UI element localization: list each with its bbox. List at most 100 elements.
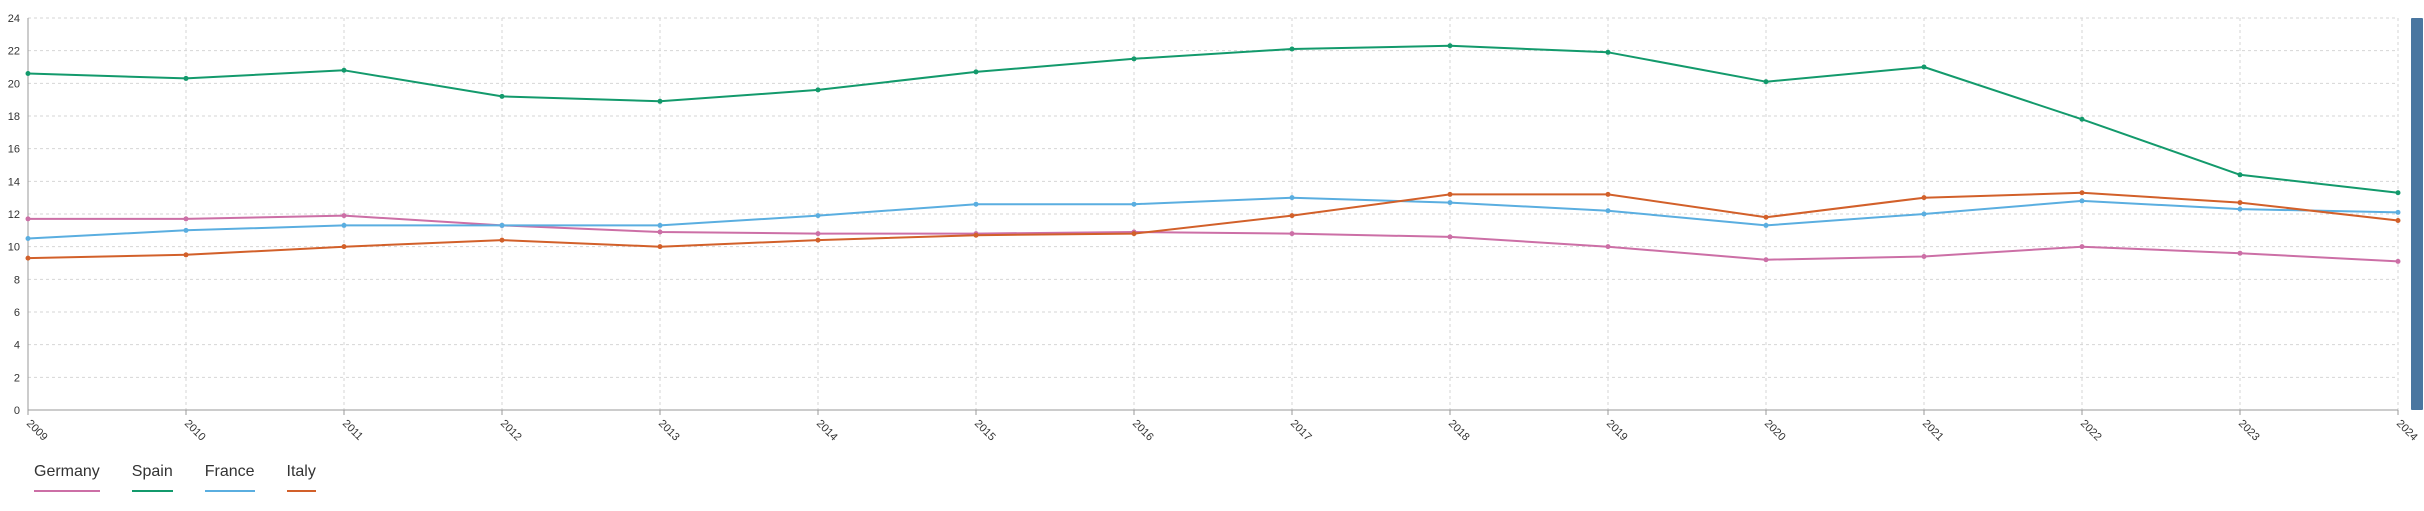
data-point[interactable] — [341, 222, 347, 228]
data-point[interactable] — [183, 227, 189, 233]
data-point[interactable] — [1605, 208, 1611, 214]
data-point[interactable] — [973, 232, 979, 238]
legend-label: Spain — [131, 463, 173, 480]
legend-item-germany[interactable]: Germany — [34, 462, 100, 492]
data-point[interactable] — [973, 69, 979, 75]
data-point[interactable] — [25, 216, 31, 222]
data-point[interactable] — [1131, 56, 1137, 62]
data-point[interactable] — [183, 252, 189, 258]
y-tick-label: 0 — [14, 405, 20, 417]
data-point[interactable] — [2395, 190, 2401, 196]
data-point[interactable] — [1921, 253, 1927, 259]
data-point[interactable] — [2237, 172, 2243, 178]
data-point[interactable] — [2237, 200, 2243, 206]
data-point[interactable] — [1289, 195, 1295, 201]
legend-item-italy[interactable]: Italy — [286, 462, 316, 492]
series-line[interactable] — [27, 44, 2399, 194]
data-point[interactable] — [1289, 231, 1295, 237]
legend-swatch — [131, 490, 173, 492]
data-point[interactable] — [2237, 206, 2243, 212]
data-point[interactable] — [657, 98, 663, 104]
series-line[interactable] — [28, 214, 2399, 263]
data-point[interactable] — [341, 213, 347, 219]
legend-item-france[interactable]: France — [204, 462, 255, 492]
y-tick-label: 24 — [8, 13, 20, 25]
data-point[interactable] — [2079, 190, 2085, 196]
legend-swatch — [204, 490, 255, 492]
data-point[interactable] — [1921, 195, 1927, 201]
data-point[interactable] — [815, 87, 821, 93]
legend: Germany Spain France Italy — [34, 462, 348, 492]
y-tick-label: 12 — [8, 209, 20, 221]
data-point[interactable] — [2079, 116, 2085, 122]
legend-item-spain[interactable]: Spain — [131, 462, 173, 492]
data-point[interactable] — [1447, 234, 1453, 240]
chart-scrollbar[interactable] — [2411, 18, 2423, 410]
series-line[interactable] — [27, 191, 2399, 260]
x-tick-label: 2013 — [656, 418, 682, 444]
data-point[interactable] — [657, 244, 663, 250]
data-point[interactable] — [2079, 198, 2085, 204]
data-point[interactable] — [2079, 244, 2085, 250]
data-point[interactable] — [1289, 213, 1295, 219]
data-point[interactable] — [1605, 49, 1611, 55]
data-point[interactable] — [2395, 209, 2401, 215]
series-line[interactable] — [27, 196, 2399, 240]
y-tick-label: 22 — [8, 46, 20, 58]
x-tick-label: 2014 — [814, 418, 840, 444]
data-point[interactable] — [499, 222, 505, 228]
data-point[interactable] — [815, 213, 821, 219]
data-point[interactable] — [657, 222, 663, 228]
data-point[interactable] — [2395, 258, 2401, 264]
x-tick-label: 2021 — [1920, 418, 1946, 444]
data-point[interactable] — [499, 93, 505, 99]
series-germany — [25, 213, 2401, 264]
data-point[interactable] — [25, 71, 31, 77]
data-point[interactable] — [1289, 46, 1295, 52]
grid-lines — [28, 17, 2399, 410]
data-point[interactable] — [1763, 257, 1769, 263]
data-point[interactable] — [2395, 218, 2401, 224]
y-tick-label: 4 — [14, 340, 20, 352]
series-france — [25, 195, 2401, 241]
data-point[interactable] — [499, 237, 505, 243]
legend-label: France — [204, 463, 255, 480]
data-point[interactable] — [341, 67, 347, 73]
x-tick-label: 2019 — [1604, 418, 1630, 444]
data-point[interactable] — [1763, 79, 1769, 85]
series-spain — [25, 43, 2401, 196]
y-tick-label: 20 — [8, 78, 20, 90]
data-point[interactable] — [1605, 191, 1611, 197]
data-point[interactable] — [1921, 211, 1927, 217]
data-point[interactable] — [815, 231, 821, 237]
y-tick-label: 2 — [14, 372, 20, 384]
data-point[interactable] — [1447, 191, 1453, 197]
data-point[interactable] — [1447, 200, 1453, 206]
data-point[interactable] — [183, 216, 189, 222]
x-tick-label: 2016 — [1130, 418, 1156, 444]
y-tick-label: 8 — [14, 274, 20, 286]
data-point[interactable] — [1921, 64, 1927, 70]
data-point[interactable] — [815, 237, 821, 243]
data-point[interactable] — [1131, 201, 1137, 207]
x-tick-label: 2020 — [1762, 418, 1788, 444]
series-lines — [25, 43, 2401, 264]
data-point[interactable] — [1763, 222, 1769, 228]
x-tick-label: 2015 — [972, 418, 998, 444]
x-axis-ticks: 2009 2010 2011 2012 2013 2014 2015 2016 2017 2018… — [24, 410, 2420, 443]
data-point[interactable] — [973, 201, 979, 207]
data-point[interactable] — [1763, 214, 1769, 220]
x-tick-label: 2018 — [1446, 418, 1472, 444]
data-point[interactable] — [2237, 250, 2243, 256]
data-point[interactable] — [25, 236, 31, 241]
data-point[interactable] — [1131, 231, 1137, 237]
data-point[interactable] — [183, 75, 189, 81]
data-point[interactable] — [341, 244, 347, 250]
data-point[interactable] — [1605, 244, 1611, 250]
data-point[interactable] — [1447, 43, 1453, 49]
axes — [27, 18, 2398, 411]
data-point[interactable] — [25, 255, 31, 261]
data-point[interactable] — [657, 229, 663, 235]
x-tick-label: 2012 — [498, 418, 524, 444]
